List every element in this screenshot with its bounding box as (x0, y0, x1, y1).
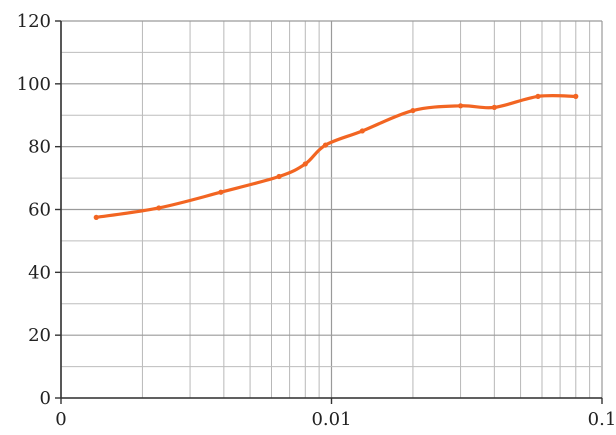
x-tick-label: 0.1 (588, 409, 616, 430)
y-tick-label: 100 (17, 74, 51, 95)
series-layer (93, 93, 579, 220)
data-point (156, 205, 162, 211)
data-point (535, 93, 541, 99)
data-point (359, 128, 365, 134)
data-point (457, 103, 464, 109)
data-point (491, 104, 497, 110)
x-tick-label: 0.01 (311, 409, 351, 430)
data-point (573, 93, 579, 99)
data-point (276, 173, 282, 180)
y-tick-label: 120 (17, 11, 51, 32)
data-point (218, 189, 224, 195)
axes (55, 20, 603, 404)
y-tick-label: 20 (28, 325, 51, 346)
y-tick-label: 0 (40, 388, 51, 409)
y-tick-label: 40 (28, 262, 51, 283)
data-point (302, 161, 308, 167)
y-tick-label: 80 (28, 137, 51, 158)
grid (60, 20, 603, 399)
x-tick-label: 0 (55, 409, 66, 430)
data-point (93, 214, 99, 220)
data-point (322, 142, 329, 148)
y-tick-label: 60 (28, 200, 51, 221)
tick-labels: 0 20 40 60 80 100 120 0 0.01 0.1 (17, 11, 616, 430)
data-point (410, 107, 416, 114)
